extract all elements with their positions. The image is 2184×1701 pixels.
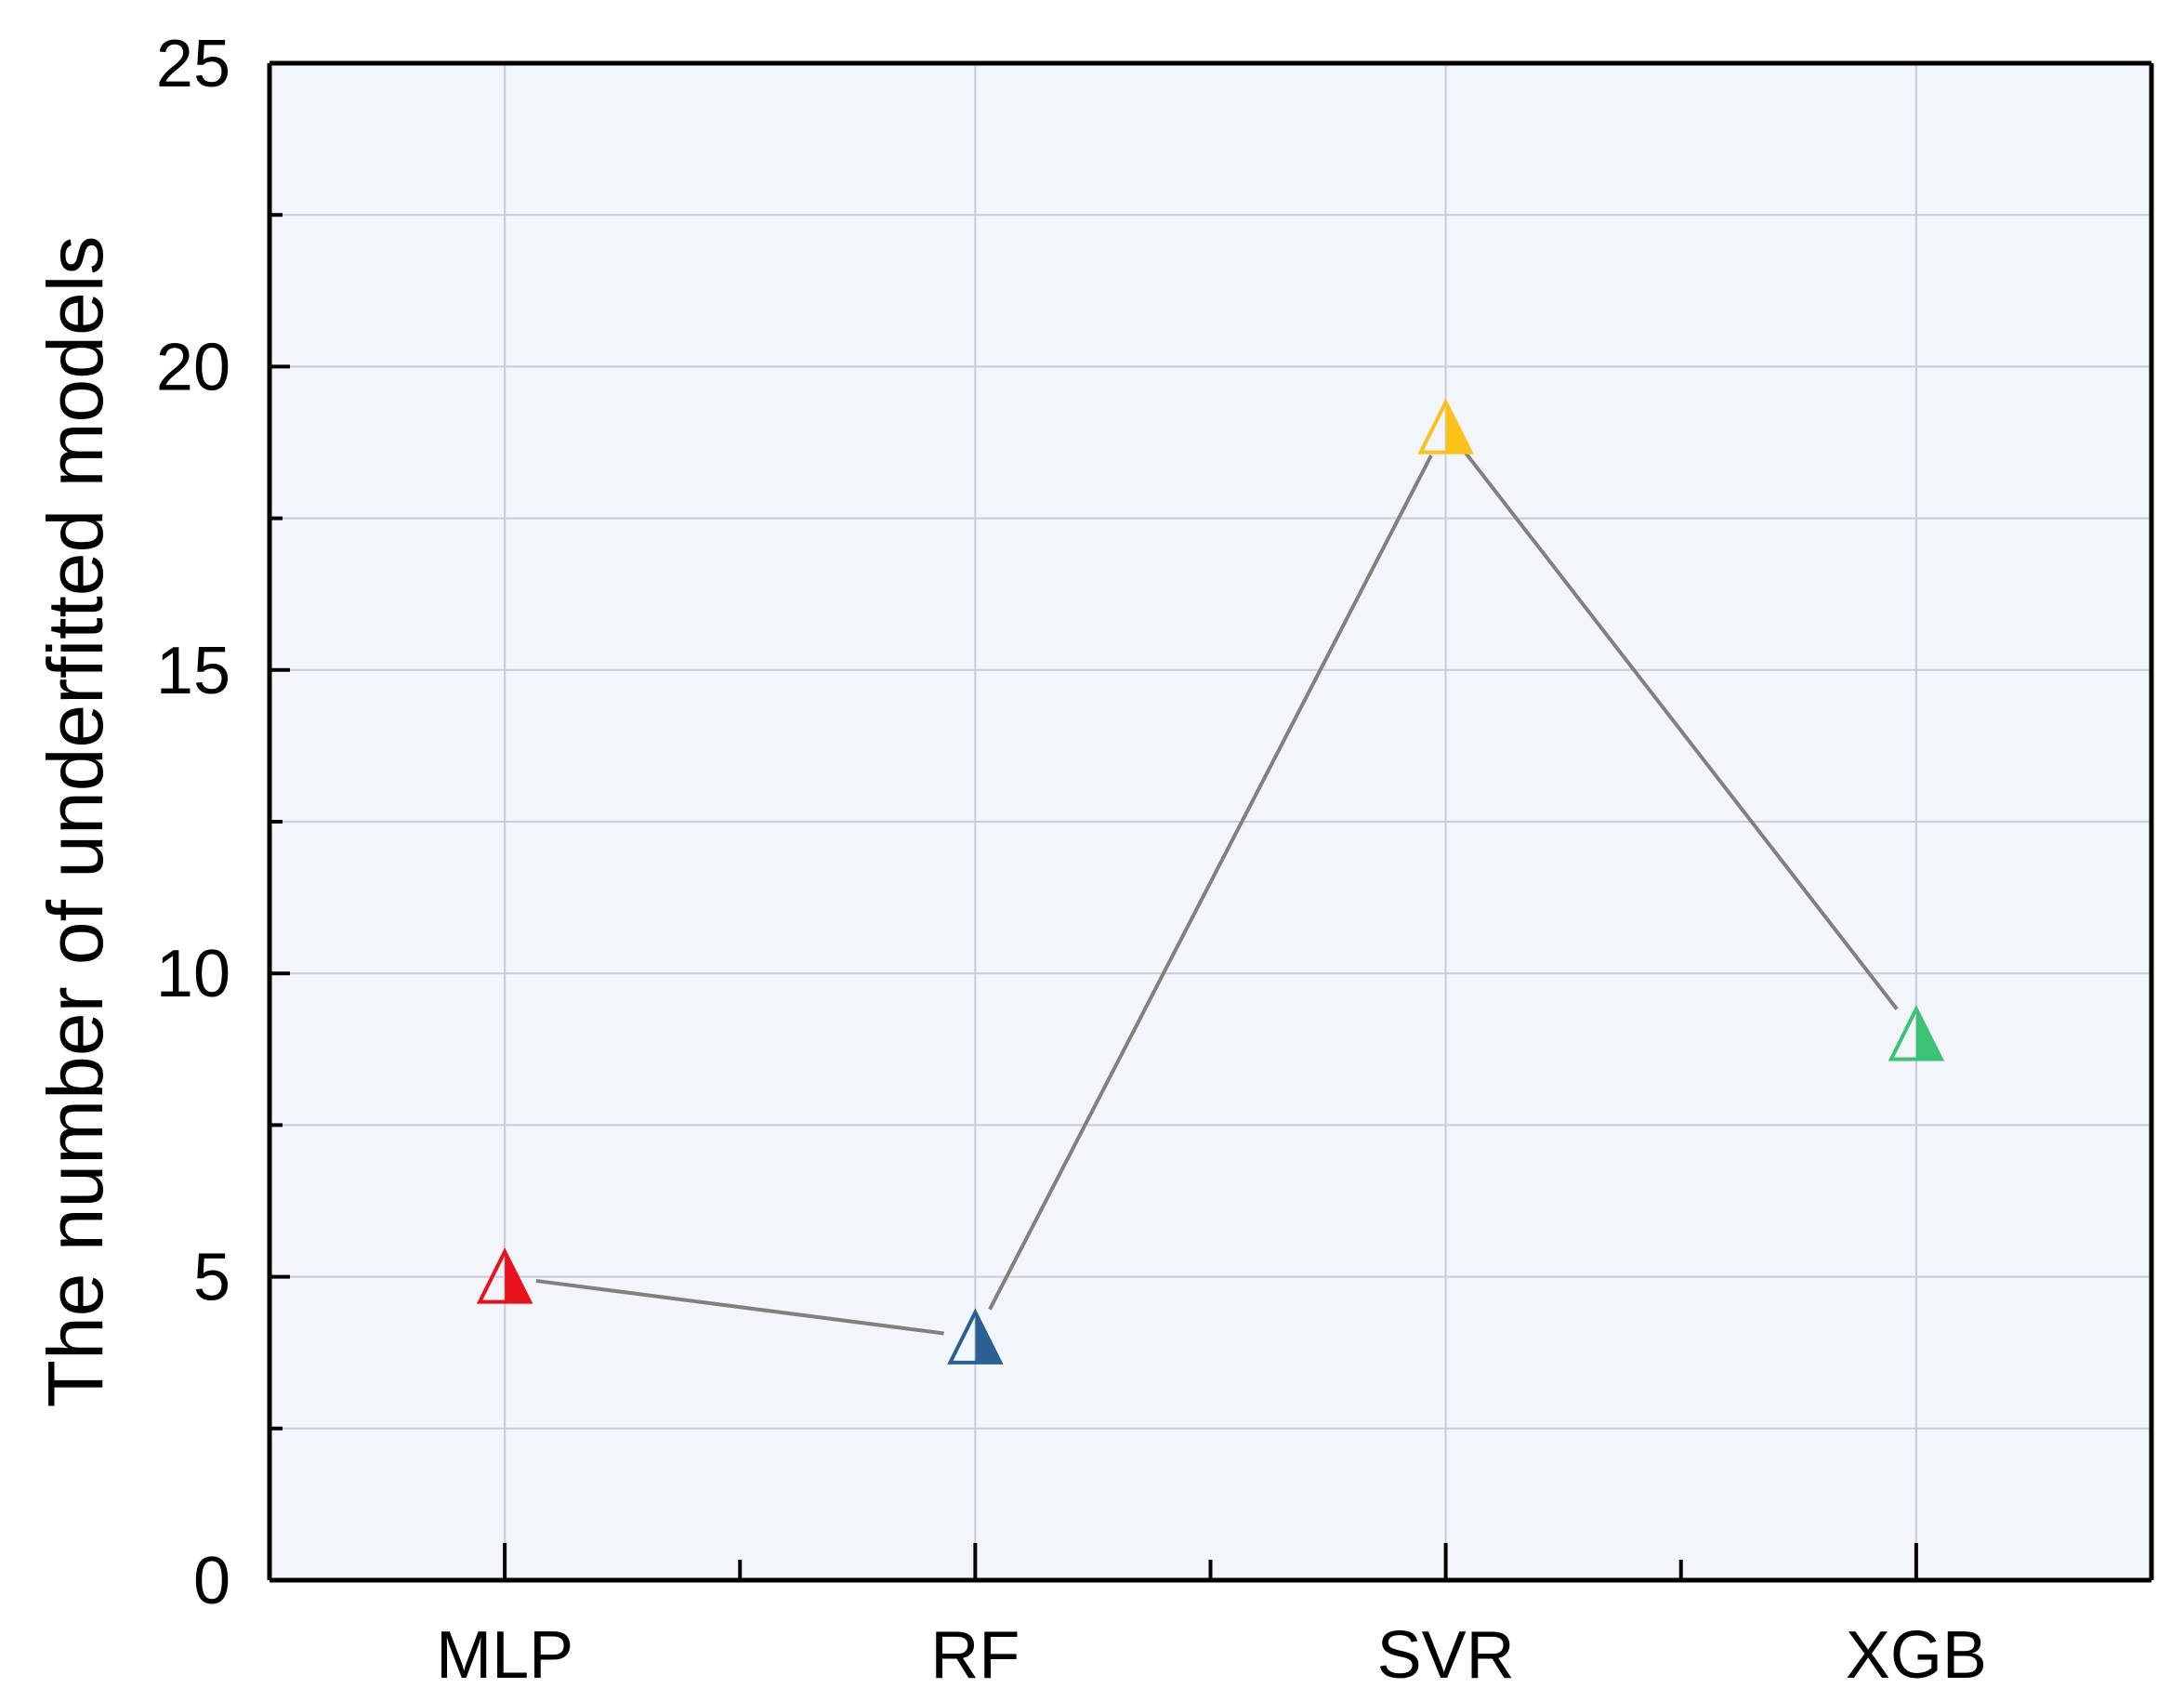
triangle-marker	[1417, 398, 1474, 455]
y-axis-title: The number of underfitted models	[32, 236, 119, 1408]
y-tick-label: 25	[156, 27, 230, 101]
data-point-rf	[947, 1308, 1004, 1365]
x-tick-label: MLP	[436, 1618, 573, 1693]
series-segment	[535, 1278, 944, 1336]
triangle-marker	[947, 1308, 1004, 1365]
x-tick-label: XGB	[1846, 1618, 1987, 1693]
x-tick-labels: MLP RF SVR XGB	[436, 1618, 1987, 1693]
data-point-xgb	[1888, 1005, 1945, 1061]
triangle-marker	[1888, 1005, 1945, 1061]
series-segment	[1463, 451, 1899, 1010]
y-tick-label: 15	[156, 634, 230, 708]
x-tick-label: RF	[930, 1618, 1020, 1693]
y-tick-label: 10	[156, 937, 230, 1011]
series-line	[535, 451, 1899, 1336]
markers	[476, 398, 1945, 1365]
triangle-marker	[476, 1247, 533, 1304]
y-tick-label: 5	[193, 1241, 230, 1315]
y-tick-label: 20	[156, 330, 230, 404]
data-point-svr	[1417, 398, 1474, 455]
x-tick-label: SVR	[1377, 1618, 1515, 1693]
y-tick-label: 0	[193, 1544, 230, 1618]
series-segment	[988, 454, 1433, 1311]
data-point-mlp	[476, 1247, 533, 1304]
y-tick-labels: 0 5 10 15 20 25	[156, 27, 230, 1618]
ticks	[270, 61, 2153, 1582]
